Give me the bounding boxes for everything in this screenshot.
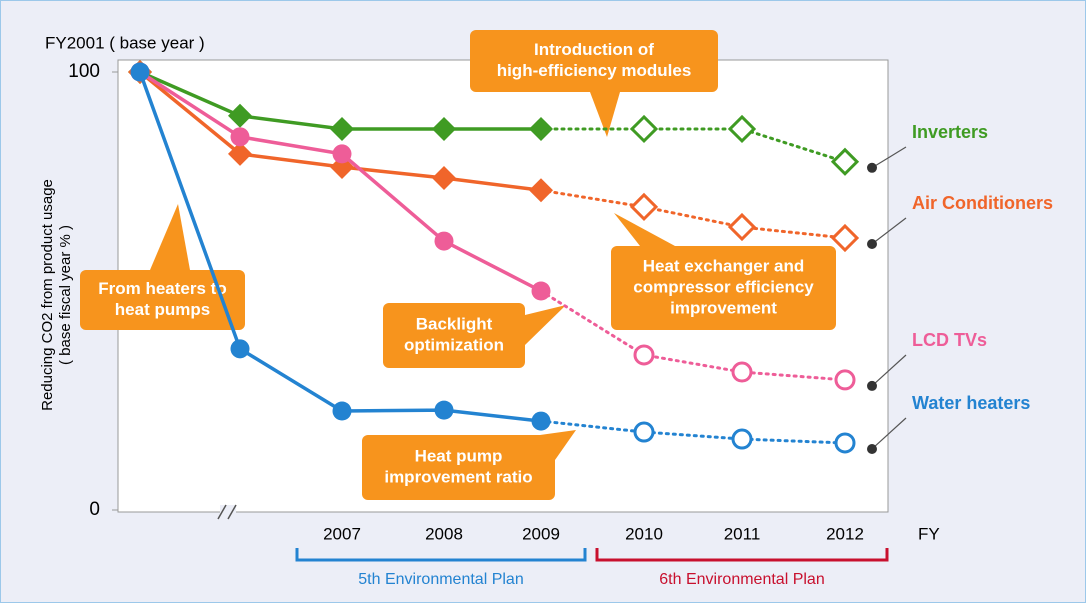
annotation-pointer — [614, 213, 675, 246]
y-tick-label: 100 — [68, 61, 100, 82]
marker — [332, 401, 352, 421]
y-axis-label: Reducing CO2 from product usage ( base f… — [39, 179, 74, 411]
marker — [531, 411, 551, 431]
annotation-text: high-efficiency modules — [497, 61, 692, 80]
annotation-pointer — [590, 92, 620, 137]
x-tick-label: 2008 — [425, 524, 463, 543]
legend-dot — [867, 162, 877, 173]
legend-connector — [871, 146, 907, 169]
x-tick-label: 2011 — [724, 524, 761, 543]
marker — [629, 192, 659, 222]
series-line-projected — [539, 127, 847, 164]
marker — [834, 432, 856, 454]
marker — [330, 116, 354, 141]
marker — [629, 114, 659, 144]
annotation-box — [383, 303, 525, 368]
marker — [529, 116, 553, 141]
x-tick-label: 2012 — [826, 524, 864, 543]
series-line-projected — [539, 419, 847, 445]
legend-connector — [871, 417, 907, 450]
legend-label: Air Conditioners — [912, 193, 1053, 213]
x-tick-label: 2009 — [522, 524, 560, 543]
marker — [830, 223, 860, 253]
marker — [731, 361, 753, 383]
legend-connector — [871, 354, 907, 387]
marker — [531, 281, 551, 301]
y-tick-label: 0 — [89, 499, 100, 520]
annotation-text: improvement — [670, 298, 777, 317]
legend-dot — [867, 239, 877, 250]
plan-label: 6th Environmental Plan — [659, 571, 824, 588]
marker — [727, 114, 757, 144]
annotation-text: improvement ratio — [384, 467, 532, 486]
annotation-text: optimization — [404, 335, 504, 354]
plan-bracket — [595, 548, 889, 562]
annotation-text: Heat pump — [415, 446, 503, 465]
x-tick-label: 2010 — [625, 524, 663, 543]
legend-connector — [871, 217, 907, 245]
marker — [834, 369, 856, 391]
marker — [230, 127, 250, 147]
plan-bracket — [295, 548, 587, 562]
annotation-box — [362, 435, 555, 500]
annotation-text: Backlight — [416, 314, 493, 333]
marker — [332, 144, 352, 164]
annotation-text: Introduction of — [534, 40, 654, 59]
annotation-pointer — [150, 204, 190, 270]
marker — [731, 428, 753, 450]
annotation-pointer — [525, 305, 566, 345]
legend-label: LCD TVs — [912, 330, 987, 350]
series-line-projected — [539, 289, 847, 382]
annotation-text: From heaters to — [98, 279, 226, 298]
x-axis-label: FY — [918, 524, 940, 543]
marker — [529, 178, 553, 203]
annotation-box — [80, 270, 245, 330]
annotation-text: Heat exchanger and — [643, 256, 805, 275]
marker — [432, 165, 456, 190]
legend-dot — [867, 380, 877, 391]
marker — [228, 103, 252, 128]
y-axis-label-line: ( base fiscal year % ) — [57, 225, 74, 365]
axis-break — [217, 504, 237, 520]
marker — [228, 141, 252, 166]
annotation-box — [611, 246, 836, 330]
annotation-text: heat pumps — [115, 300, 210, 319]
plan-label: 5th Environmental Plan — [358, 571, 523, 588]
marker — [727, 212, 757, 242]
marker — [434, 231, 454, 251]
marker — [830, 147, 860, 176]
annotation-text: compressor efficiency — [633, 277, 814, 296]
marker — [130, 62, 150, 82]
legend-label: Water heaters — [912, 393, 1030, 413]
annotation-box — [470, 30, 718, 92]
y-axis-label-line: Reducing CO2 from product usage — [39, 179, 56, 411]
legend-dot — [867, 443, 877, 454]
series-line-projected — [539, 188, 847, 240]
marker — [230, 339, 250, 359]
marker — [432, 116, 456, 141]
marker — [434, 400, 454, 420]
marker — [633, 344, 655, 366]
marker — [633, 421, 655, 443]
legend-label: Inverters — [912, 122, 988, 142]
base-label: FY2001 ( base year ) — [45, 33, 205, 52]
x-tick-label: 2007 — [323, 524, 361, 543]
